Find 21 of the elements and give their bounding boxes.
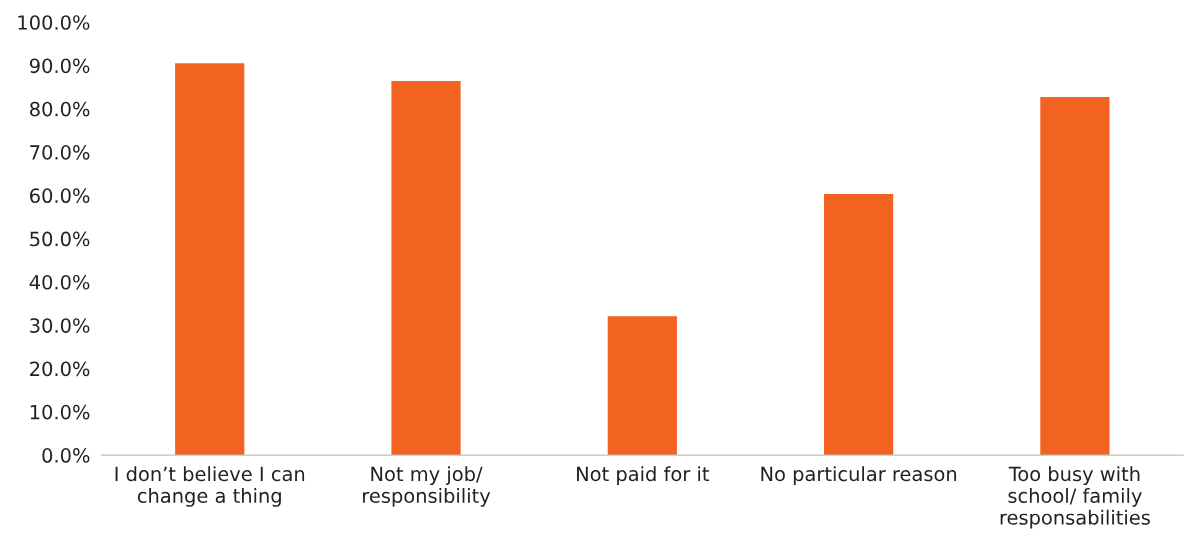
y-tick-label: 50.0% bbox=[30, 231, 90, 247]
bar bbox=[391, 81, 461, 456]
y-tick-label: 30.0% bbox=[30, 318, 90, 333]
bar bbox=[607, 316, 677, 456]
y-tick-label: 40.0% bbox=[29, 274, 90, 290]
y-tick-label: 80.0% bbox=[30, 101, 90, 117]
x-tick-label: No particular reason bbox=[761, 466, 957, 486]
y-tick-label: 0.0% bbox=[42, 448, 90, 463]
y-tick-label: 60.0% bbox=[30, 188, 90, 204]
y-tick-label: 100.0% bbox=[18, 15, 90, 30]
x-tick-label: Too busy with school/ family responsabilities bbox=[1000, 466, 1150, 529]
y-tick-label: 20.0% bbox=[30, 361, 90, 377]
x-tick-label: Not paid for it bbox=[577, 466, 710, 486]
x-tick-label: I don’t believe I can change a thing bbox=[115, 466, 305, 507]
y-tick-label: 10.0% bbox=[30, 404, 90, 420]
bar bbox=[824, 194, 894, 456]
x-tick-label: Not my job/ responsibility bbox=[363, 466, 491, 507]
y-tick-label: 70.0% bbox=[30, 145, 90, 160]
bar bbox=[1040, 97, 1110, 456]
bar bbox=[175, 63, 245, 456]
y-tick-label: 90.0% bbox=[29, 58, 90, 74]
